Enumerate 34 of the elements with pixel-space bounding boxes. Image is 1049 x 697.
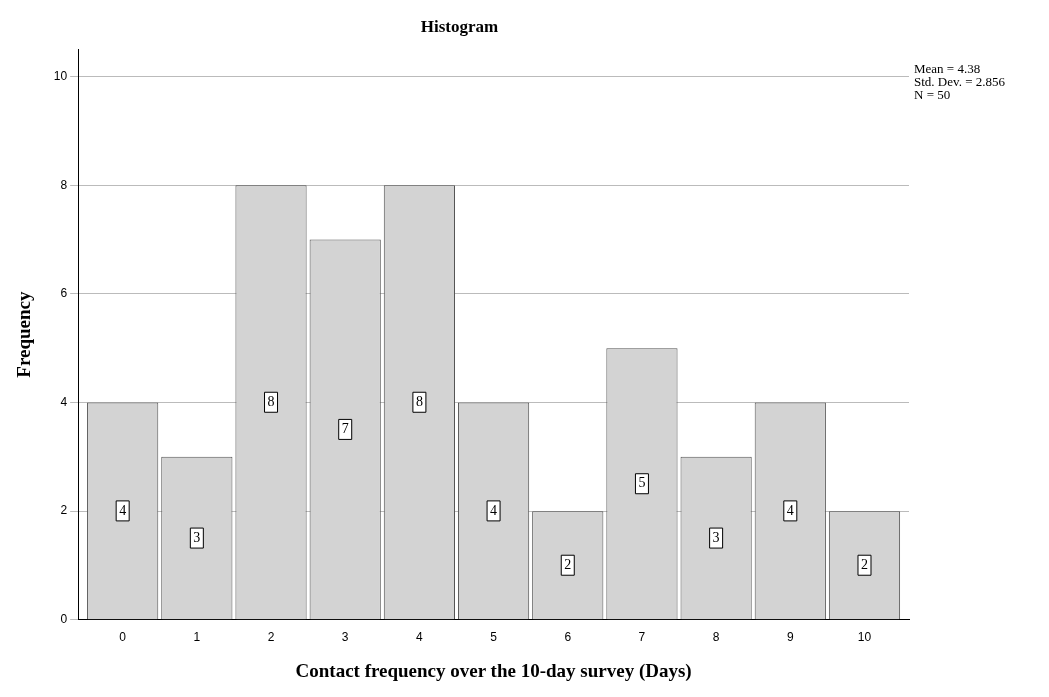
text: N = 50 <box>914 87 952 102</box>
y-tick-label: 0 <box>60 612 68 627</box>
text: Mean = 4.38 <box>914 61 982 76</box>
data-label: 4 <box>786 502 794 518</box>
y-tick-label: 2 <box>60 503 68 518</box>
data-label: 4 <box>490 502 498 518</box>
x-axis-title: Contact frequency over the 10-day survey (Days) <box>295 659 692 682</box>
data-label: 2 <box>564 556 572 572</box>
data-label: 3 <box>193 529 201 545</box>
text: Std. Dev. = 2.856 <box>914 74 1005 89</box>
y-tick-label: 8 <box>60 177 68 192</box>
data-label: 8 <box>267 393 275 409</box>
x-tick-label: 8 <box>712 630 720 645</box>
x-tick-label: 7 <box>638 630 646 645</box>
x-tick-label: 3 <box>341 630 349 645</box>
x-tick-label: 5 <box>490 630 498 645</box>
y-tick-label: 10 <box>53 68 68 83</box>
x-tick-label: 0 <box>119 630 127 645</box>
data-label: 2 <box>860 556 868 572</box>
chart-title: Histogram <box>420 16 499 36</box>
data-label: 8 <box>415 393 423 409</box>
data-label: 3 <box>712 529 720 545</box>
x-tick-label: 1 <box>193 630 201 645</box>
x-tick-label: 6 <box>564 630 572 645</box>
y-tick-label: 4 <box>60 394 68 409</box>
data-label: 5 <box>638 475 646 491</box>
x-tick-label: 2 <box>267 630 275 645</box>
x-tick-label: 4 <box>416 630 424 645</box>
data-label: 4 <box>119 502 127 518</box>
y-tick-label: 6 <box>60 286 68 301</box>
data-label: 7 <box>341 421 349 437</box>
y-axis-title: Frequency <box>13 291 35 378</box>
x-tick-label: 10 <box>857 630 872 645</box>
x-tick-label: 9 <box>786 630 794 645</box>
